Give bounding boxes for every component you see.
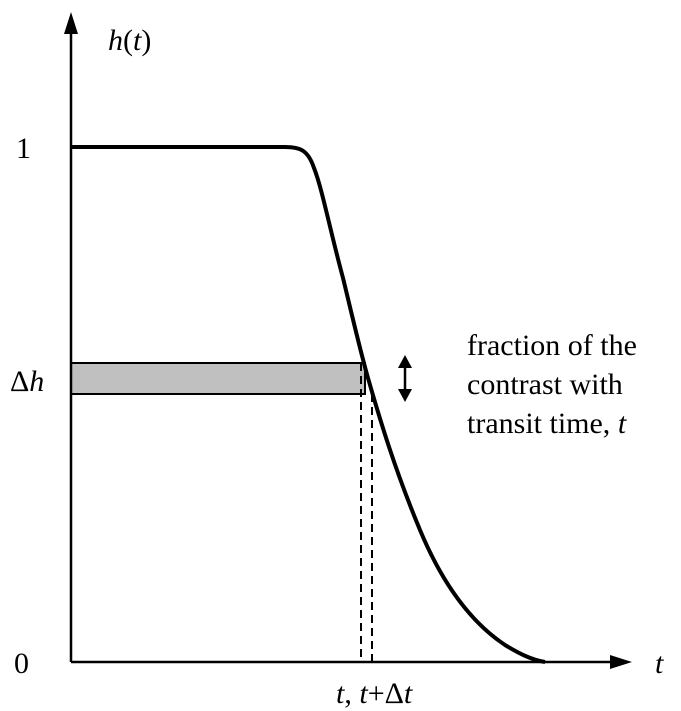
x-axis-label: t <box>655 647 664 680</box>
h-curve <box>71 145 546 664</box>
double-vertical-arrow-icon <box>398 355 412 402</box>
y-axis-arrowhead <box>64 12 78 34</box>
annotation-line-1: fraction of the <box>467 329 637 362</box>
y-axis-label: h(t) <box>108 24 151 57</box>
annotation: fraction of the contrast with transit ti… <box>467 329 637 440</box>
delta-h-band <box>70 362 366 395</box>
x-axis-arrowhead <box>610 655 632 669</box>
annotation-line-3: transit time, t <box>467 407 627 440</box>
x-marker-label: t, t+Δt <box>336 677 413 710</box>
y-tick-delta-h: Δh <box>10 365 44 398</box>
y-tick-0: 0 <box>14 647 29 680</box>
y-tick-1: 1 <box>16 132 31 165</box>
annotation-line-2: contrast with <box>467 368 623 401</box>
